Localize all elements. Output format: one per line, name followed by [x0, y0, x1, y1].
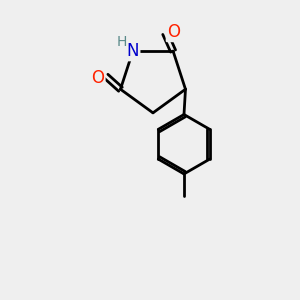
Text: O: O — [167, 23, 180, 41]
Text: H: H — [116, 35, 127, 49]
Text: N: N — [127, 42, 139, 60]
Text: O: O — [91, 69, 104, 87]
